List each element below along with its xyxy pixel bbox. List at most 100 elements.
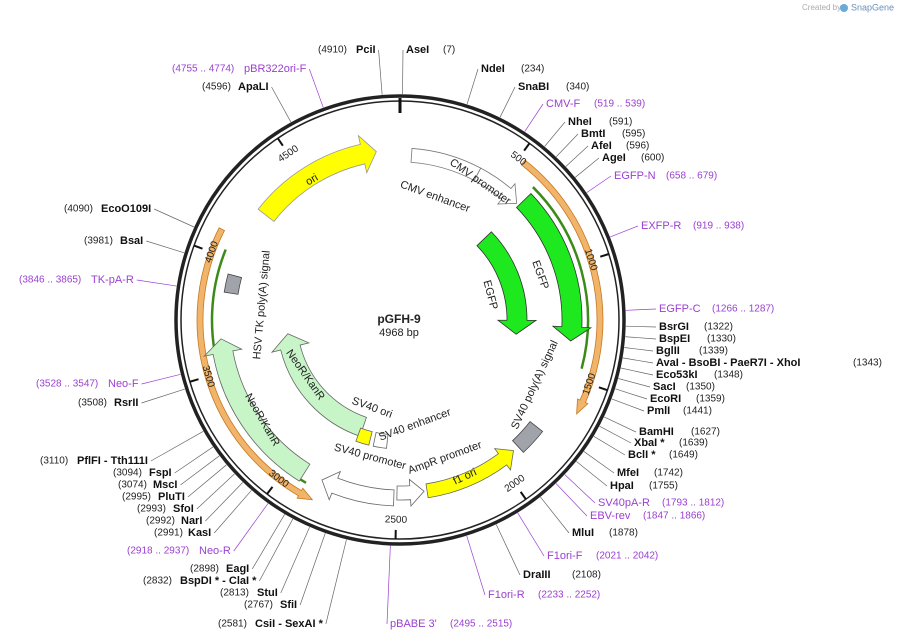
site-position: (1343) xyxy=(853,358,882,369)
leader-line xyxy=(618,378,651,388)
leader-line xyxy=(325,539,347,625)
site-name: AvaI - BsoBI - PaeR7I - XhoI xyxy=(656,357,800,369)
ruler-tick xyxy=(598,386,608,392)
leader-line xyxy=(576,461,608,487)
site-position: (4596) xyxy=(202,82,231,93)
primer-range: (3528 .. 3547) xyxy=(36,379,98,390)
site-name: SfiI xyxy=(280,599,297,611)
site-position: (3094) xyxy=(113,468,142,479)
feature-arrow xyxy=(520,159,604,415)
feature-arrow xyxy=(196,227,314,501)
site-position: (2813) xyxy=(220,588,249,599)
site-name: BclI * xyxy=(628,449,656,461)
site-name: MluI xyxy=(572,527,594,539)
leader-line xyxy=(466,68,479,105)
leader-line xyxy=(517,512,545,557)
primer-name: TK-pA-R xyxy=(91,274,134,286)
primer-name: EBV-rev xyxy=(590,510,631,522)
primer-range: (1847 .. 1866) xyxy=(643,511,705,522)
ruler-label: 1000 xyxy=(582,248,599,273)
site-position: (2993) xyxy=(137,504,166,515)
primer-name: CMV-F xyxy=(546,98,581,110)
site-name: BspDI * - ClaI * xyxy=(180,575,257,587)
leader-line xyxy=(583,451,615,474)
leader-line xyxy=(586,175,612,193)
primer-range: (919 .. 938) xyxy=(693,221,744,232)
site-name: PluTI xyxy=(158,491,185,503)
site-position: (1350) xyxy=(686,382,715,393)
site-name: BsrGI xyxy=(659,321,689,333)
site-position: (2581) xyxy=(218,619,247,630)
primer-range: (1266 .. 1287) xyxy=(712,304,774,315)
leader-line xyxy=(544,121,566,147)
ruler-label: 3500 xyxy=(200,364,217,389)
plasmid-length: 4968 bp xyxy=(379,327,419,339)
leader-line xyxy=(611,398,645,412)
site-name: RsrII xyxy=(114,397,138,409)
leader-line xyxy=(599,425,632,444)
site-position: (4910) xyxy=(318,45,347,56)
feature-arrow xyxy=(257,134,377,223)
ruler-label: 4000 xyxy=(203,239,221,264)
feature-arrow xyxy=(515,193,593,342)
site-position: (1649) xyxy=(669,450,698,461)
leaders xyxy=(136,49,657,625)
leader-line xyxy=(524,103,544,132)
site-name: HpaI xyxy=(610,480,634,492)
site-position: (234) xyxy=(521,64,544,75)
site-position: (1755) xyxy=(649,481,678,492)
feature-arrow xyxy=(425,448,514,499)
ruler-tick xyxy=(276,137,284,147)
site-name: BmtI xyxy=(581,128,605,140)
leader-line xyxy=(604,416,637,433)
feature-arrow xyxy=(223,273,243,295)
primer-name: SV40pA-R xyxy=(598,497,650,509)
leader-line xyxy=(280,526,310,594)
brand: SnapGene xyxy=(851,2,894,12)
leader-line xyxy=(233,503,269,552)
site-name: AseI xyxy=(406,44,429,56)
ruler-tick xyxy=(266,486,274,495)
ruler-tick xyxy=(519,491,527,500)
feature-label: EGFP xyxy=(480,279,499,311)
ruler-label: 4500 xyxy=(276,143,301,165)
site-position: (4090) xyxy=(64,204,93,215)
site-position: (340) xyxy=(566,82,589,93)
feature-label: HSV TK poly(A) signal xyxy=(251,250,272,360)
primer-range: (2918 .. 2937) xyxy=(127,546,189,557)
site-name: BglII xyxy=(656,345,680,357)
primer-name: pBR322ori-F xyxy=(244,63,307,75)
site-name: EagI xyxy=(226,563,249,575)
site-position: (1348) xyxy=(714,370,743,381)
primer-range: (658 .. 679) xyxy=(666,171,717,182)
leader-line xyxy=(150,431,204,462)
ruler-tick xyxy=(523,142,531,152)
site-position: (1359) xyxy=(696,394,725,405)
ruler-tick xyxy=(193,244,203,250)
site-name: EcoRI xyxy=(650,393,681,405)
leader-line xyxy=(575,157,600,178)
leader-line xyxy=(386,545,391,625)
feature-arrow xyxy=(372,432,389,449)
primer-name: Neo-F xyxy=(108,378,139,390)
leader-line xyxy=(136,279,177,287)
leader-line xyxy=(299,533,326,606)
feature-arrow xyxy=(476,231,538,335)
leader-line xyxy=(624,347,654,352)
site-name: AfeI xyxy=(591,140,612,152)
leader-line xyxy=(499,86,516,118)
primer-range: (519 .. 539) xyxy=(594,99,645,110)
site-position: (2108) xyxy=(572,570,601,581)
primer-name: EXFP-R xyxy=(641,220,681,232)
site-position: (1627) xyxy=(691,427,720,438)
leader-line xyxy=(615,388,648,400)
ruler-label: 1500 xyxy=(581,371,599,396)
site-position: (1639) xyxy=(679,438,708,449)
leader-line xyxy=(556,133,579,157)
feature-label: EGFP xyxy=(529,259,551,291)
ruler-label: 2500 xyxy=(385,514,408,525)
site-position: (1330) xyxy=(707,334,736,345)
leader-line xyxy=(466,535,486,596)
feature-arrow xyxy=(473,167,518,205)
